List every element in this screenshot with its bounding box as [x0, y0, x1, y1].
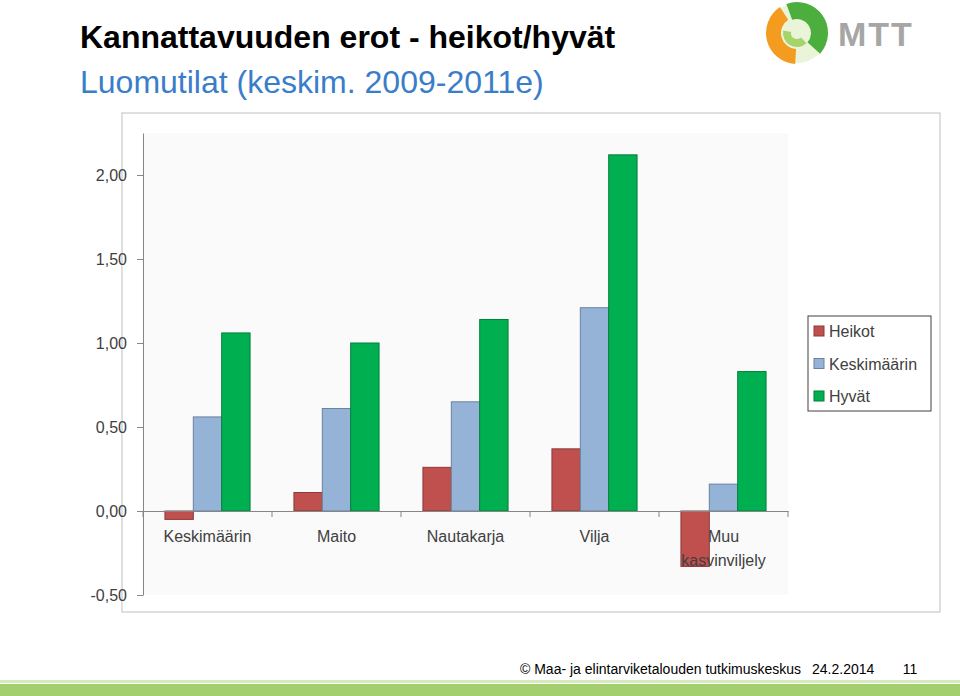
x-tick: Vilja — [580, 511, 610, 545]
tick-label: Nautakarja — [427, 528, 504, 545]
x-axis: Keskimäärin Maito Nautakarja Vilja Muu kasvin… — [144, 511, 789, 569]
legend-label: Heikot — [829, 323, 875, 340]
tick-label: 1,50 — [96, 251, 127, 268]
subtitle: Luomutilat (keskim. 2009-2011e) — [80, 64, 544, 100]
plot-area — [143, 133, 788, 595]
bar — [709, 484, 737, 511]
bar — [294, 493, 322, 511]
bar — [222, 333, 250, 511]
y-tick: 0,50 — [96, 419, 143, 436]
legend-swatch — [814, 326, 824, 336]
bar — [423, 467, 451, 511]
footer-band — [0, 684, 960, 696]
footer-text: © Maa- ja elintarviketalouden tutkimuske… — [520, 661, 801, 677]
bar — [738, 372, 766, 511]
bar — [165, 511, 193, 519]
y-tick: 1,50 — [96, 251, 143, 268]
tick-mark — [137, 427, 143, 428]
y-tick: 1,00 — [96, 335, 143, 352]
category-boundary — [272, 511, 273, 517]
legend-box — [808, 316, 931, 411]
y-tick: 2,00 — [96, 167, 143, 184]
legend-swatch — [814, 359, 824, 369]
bar — [322, 409, 350, 511]
category-boundary — [788, 511, 789, 517]
tick-label: 2,00 — [96, 167, 127, 184]
legend-label: Keskimäärin — [829, 356, 917, 373]
category-boundary — [659, 511, 660, 517]
x-tick: Maito — [317, 511, 356, 545]
tick-label: 0,50 — [96, 419, 127, 436]
series-bars — [193, 308, 737, 511]
tick-label-line: Muu — [708, 528, 739, 545]
legend: Heikot Keskimäärin Hyvät — [808, 316, 931, 411]
footer-band-light — [0, 680, 960, 683]
logo — [766, 2, 828, 64]
tick-mark — [137, 595, 143, 596]
tick-label: 1,00 — [96, 335, 127, 352]
x-tick: Keskimäärin — [163, 511, 251, 545]
category-boundary — [530, 511, 531, 517]
bar — [351, 343, 379, 511]
bar — [609, 155, 637, 511]
tick-label: 0,00 — [96, 503, 127, 520]
y-tick: -0,50 — [91, 587, 143, 604]
bar — [480, 319, 508, 511]
logo-text: MTT — [838, 15, 914, 53]
bar — [580, 308, 608, 511]
tick-label: Keskimäärin — [163, 528, 251, 545]
bar — [193, 417, 221, 511]
category-ticks — [143, 511, 788, 517]
y-tick: 0,00 — [96, 503, 143, 520]
legend-label: Hyvät — [829, 388, 870, 405]
tick-mark — [137, 175, 143, 176]
tick-mark — [137, 343, 143, 344]
category-boundary — [143, 511, 144, 517]
title: Kannattavuuden erot - heikot/hyvät — [80, 19, 616, 55]
slide: Kannattavuuden erot - heikot/hyvät Luomut… — [0, 0, 960, 696]
y-axis: -0,50 0,00 0,50 1,00 1,50 2,00 — [91, 134, 144, 604]
bar — [552, 449, 580, 511]
footer-text: 11 — [903, 661, 918, 677]
tick-label: Maito — [317, 528, 356, 545]
tick-mark — [137, 511, 143, 512]
logo-light — [783, 30, 806, 47]
tick-label: Vilja — [580, 528, 610, 545]
tick-label: Muu kasvinviljely — [681, 528, 765, 569]
bars — [165, 155, 766, 567]
x-tick: Muu kasvinviljely — [681, 511, 765, 569]
bar — [451, 402, 479, 511]
footer-text: 24.2.2014 — [812, 661, 874, 677]
chart-frame — [122, 113, 940, 612]
axis-line — [143, 134, 144, 596]
axis-line — [144, 511, 789, 512]
tick-label-line: kasvinviljely — [681, 552, 765, 569]
tick-label: -0,50 — [91, 587, 128, 604]
category-boundary — [401, 511, 402, 517]
x-tick: Nautakarja — [427, 511, 504, 545]
tick-mark — [137, 259, 143, 260]
legend-swatch — [814, 391, 824, 401]
series-bars — [222, 155, 766, 511]
